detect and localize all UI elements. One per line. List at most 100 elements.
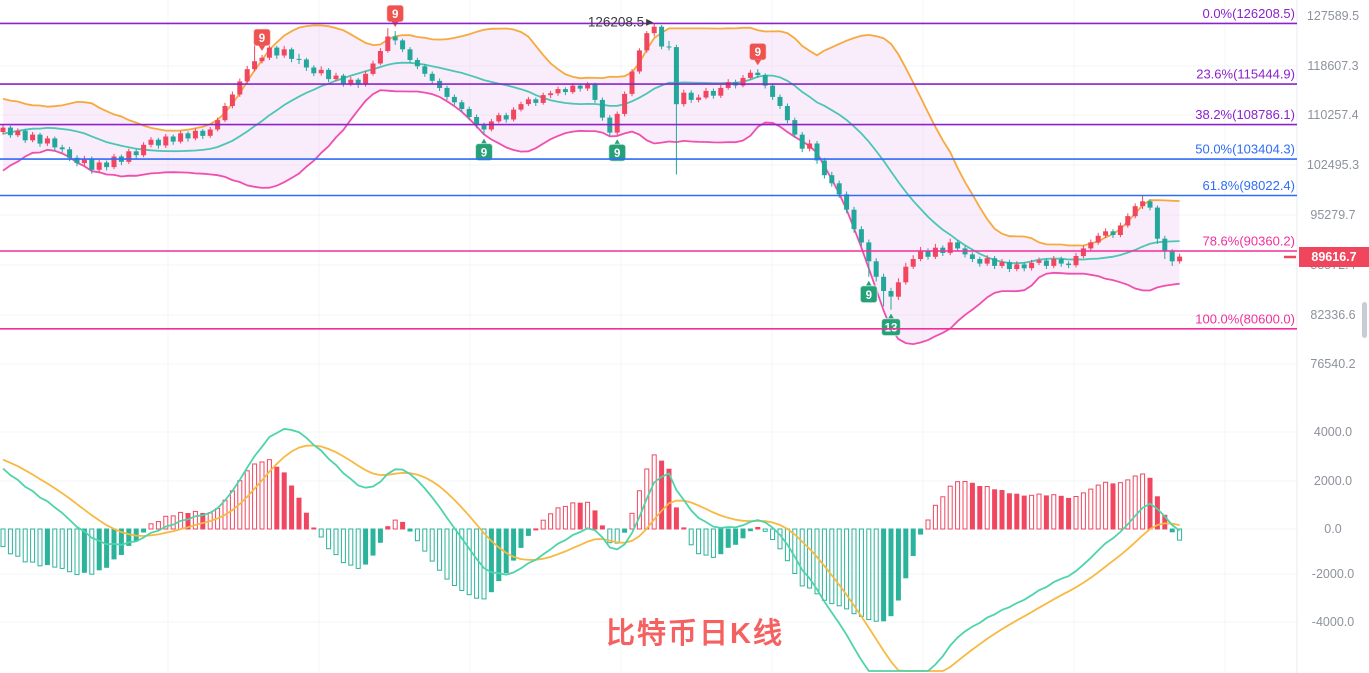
macd-dea-line	[2, 444, 1180, 672]
td9-marker[interactable]: 9	[859, 280, 878, 304]
candle-body	[740, 77, 746, 86]
macd-hist-bar	[333, 528, 339, 556]
td9-marker[interactable]: 9	[386, 4, 405, 28]
macd-hist-bar	[851, 528, 857, 615]
macd-hist-bar	[311, 527, 317, 530]
candle-body	[918, 250, 924, 259]
macd-hist-bar	[925, 519, 931, 530]
candle-body	[370, 63, 376, 74]
macd-hist-bar	[599, 525, 605, 530]
macd-hist-bar	[1066, 497, 1072, 530]
candle-body	[289, 49, 295, 59]
macd-hist-bar	[969, 482, 975, 530]
macd-hist-bar	[437, 528, 443, 571]
macd-hist-bar	[814, 528, 820, 595]
macd-hist-bar	[496, 528, 502, 582]
candles-layer[interactable]	[0, 23, 1183, 310]
candle-body	[311, 67, 317, 74]
macd-hist-bar	[355, 528, 361, 569]
candle-body	[644, 33, 650, 51]
price-axis[interactable]: 127589.5 118607.3 110257.4 102495.3 95279.7 8…	[1284, 9, 1359, 629]
high-price-label: 126208.5	[588, 14, 644, 29]
macd-hist-bar	[348, 528, 354, 566]
macd-hist-bar	[932, 504, 938, 530]
candle-body	[533, 99, 539, 103]
candle-body	[429, 73, 435, 81]
macd-hist-bar	[696, 528, 702, 555]
candle-body	[659, 26, 665, 47]
high-annotation: 126208.5	[588, 14, 654, 29]
macd-hist-bar	[703, 528, 709, 556]
macd-hist-bar	[895, 528, 901, 601]
macd-hist-bar	[807, 528, 813, 589]
macd-hist-bar	[118, 528, 124, 555]
macd-hist-bar	[903, 528, 909, 579]
candle-body	[222, 106, 228, 121]
candle-body	[681, 92, 687, 105]
scrollbar-thumb[interactable]	[1362, 302, 1367, 338]
arrow-icon	[646, 18, 654, 26]
candle-body	[133, 151, 139, 156]
macd-hist-bar	[185, 513, 191, 530]
candle-body	[178, 133, 184, 142]
macd-hist-bar	[318, 528, 324, 538]
candle-body	[799, 134, 805, 149]
macd-hist-bar	[792, 528, 798, 574]
candle-body	[229, 94, 235, 106]
candle-body	[274, 47, 280, 56]
macd-hist-bar	[74, 528, 80, 576]
macd-hist-bar	[266, 459, 272, 530]
candle-body	[1169, 251, 1175, 262]
macd-hist-bar	[1132, 475, 1138, 530]
fib-layer[interactable]: 0.0%(126208.5) 23.6%(115444.9) 38.2%(10878…	[0, 6, 1297, 330]
macd-hist-bar	[777, 528, 783, 550]
bollinger-upper-line	[2, 24, 1180, 247]
macd-hist-bar	[755, 527, 761, 530]
macd-hist-bar	[1073, 496, 1079, 530]
candle-body	[111, 156, 117, 168]
macd-hist-bar	[170, 515, 176, 530]
macd-axis-label: 2000.0	[1314, 474, 1352, 488]
candle-body	[126, 151, 132, 162]
candle-body	[37, 134, 43, 144]
macd-hist-bar	[444, 528, 450, 580]
candle-body	[977, 259, 983, 264]
candle-body	[866, 242, 872, 262]
candle-body	[592, 84, 598, 100]
macd-hist-bar	[126, 528, 132, 546]
candle-body	[629, 71, 635, 94]
candle-body	[992, 258, 998, 266]
candle-body	[15, 130, 21, 136]
macd-hist-bar	[651, 454, 657, 530]
candle-body	[74, 157, 80, 164]
macd-hist-bar	[392, 519, 398, 530]
candle-body	[252, 61, 258, 70]
macd-hist-bar	[1140, 473, 1146, 530]
candle-body	[873, 261, 879, 277]
candle-body	[755, 72, 761, 75]
td9-marker[interactable]: 9	[252, 28, 272, 51]
price-axis-label: 76540.2	[1310, 357, 1355, 371]
candle-body	[377, 51, 383, 64]
td9-marker[interactable]: 9	[608, 139, 627, 162]
price-axis-label: 95279.7	[1310, 208, 1355, 222]
candle-body	[1132, 206, 1138, 217]
fib-label: 61.8%(98022.4)	[1202, 178, 1295, 193]
macd-hist-bar	[274, 466, 280, 530]
td9-marker[interactable]: 9	[748, 42, 767, 66]
candle-body	[651, 26, 657, 34]
candle-body	[1080, 248, 1086, 256]
candle-body	[7, 127, 13, 136]
macd-hist-bar	[881, 528, 887, 622]
candle-body	[1029, 262, 1035, 269]
candle-body	[881, 276, 887, 291]
candle-body	[747, 72, 753, 78]
macd-hist-bar	[770, 528, 776, 540]
td9-marker[interactable]: 9	[474, 138, 494, 162]
candle-body	[81, 158, 87, 164]
candle-body	[725, 82, 731, 88]
macd-hist-bar	[52, 528, 58, 568]
